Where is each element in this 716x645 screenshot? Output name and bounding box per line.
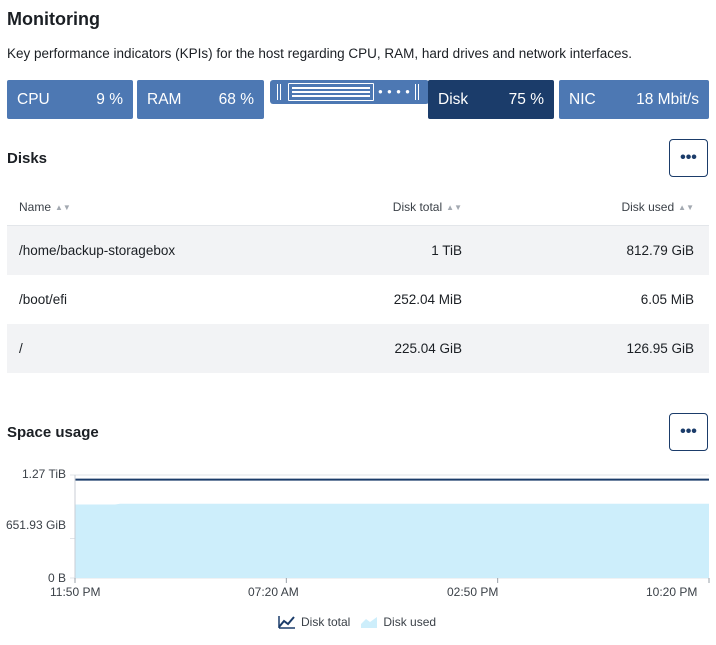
legend-label: Disk used [383,615,437,629]
kpi-disk[interactable]: Disk 75 % [428,80,554,119]
kpi-ram-label: RAM [147,90,182,108]
table-row[interactable]: /boot/efi 252.04 MiB 6.05 MiB [7,275,709,324]
cell-total: 252.04 MiB [393,292,462,307]
space-usage-more-button[interactable]: ••• [669,413,708,451]
kpi-cpu-value: 9 % [96,90,123,108]
kpi-disk-label: Disk [438,90,469,108]
page-title: Monitoring [7,9,100,29]
kpi-nic-value: 18 Mbit/s [636,90,699,108]
cell-used: 6.05 MiB [640,292,694,307]
cell-used: 126.95 GiB [626,341,694,356]
x-tick-label: 07:20 AM [248,585,299,599]
col-used-header[interactable]: Disk used ▲▼ [621,199,694,214]
kpi-disk-value: 75 % [508,90,544,108]
table-row[interactable]: /home/backup-storagebox 1 TiB 812.79 GiB [7,226,709,275]
col-total-header[interactable]: Disk total ▲▼ [392,199,462,214]
sort-icon: ▲▼ [678,202,694,212]
series-disk-used-area[interactable] [75,503,709,578]
table-row[interactable]: / 225.04 GiB 126.95 GiB [7,324,709,373]
cell-total: 225.04 GiB [394,341,462,356]
line-chart-icon [278,616,295,629]
cell-name: /boot/efi [19,292,68,307]
kpi-cpu-label: CPU [17,90,50,108]
cell-total: 1 TiB [431,243,462,258]
x-tick-label: 11:50 PM [50,585,101,599]
space-usage-chart [70,474,710,583]
cell-name: /home/backup-storagebox [19,243,176,258]
chart-legend: Disk total Disk used [278,615,436,629]
kpi-bar: CPU 9 % RAM 68 % ● ● ● ● Disk 75 % NIC 1… [7,80,709,119]
kpi-cpu[interactable]: CPU 9 % [7,80,133,119]
legend-label: Disk total [301,615,351,629]
y-tick-label: 651.93 GiB [5,518,66,532]
page-description: Key performance indicators (KPIs) for th… [7,46,633,61]
kpi-nic-label: NIC [569,90,596,108]
x-tick-label: 02:50 PM [447,585,499,599]
cell-name: / [19,341,23,356]
kpi-ram-value: 68 % [218,90,254,108]
space-usage-title: Space usage [7,424,99,441]
kpi-ram[interactable]: RAM 68 % [137,80,264,119]
disks-title: Disks [7,150,48,167]
server-rack-icon: ● ● ● ● [270,80,429,104]
area-chart-icon [361,617,378,628]
legend-disk-total[interactable]: Disk total [278,615,350,629]
legend-disk-used[interactable]: Disk used [360,615,436,629]
y-tick-label: 1.27 TiB [21,467,66,481]
sort-icon: ▲▼ [55,202,71,212]
disks-more-button[interactable]: ••• [669,139,708,177]
x-tick-label: 10:20 PM [646,585,698,599]
sort-icon: ▲▼ [446,202,462,212]
disks-table: Name ▲▼ Disk total ▲▼ Disk used ▲▼ /home/ba… [7,188,709,373]
y-tick-label: 0 B [47,571,66,585]
cell-used: 812.79 GiB [626,243,694,258]
table-header: Name ▲▼ Disk total ▲▼ Disk used ▲▼ [7,188,709,226]
kpi-nic[interactable]: NIC 18 Mbit/s [559,80,709,119]
col-name-header[interactable]: Name ▲▼ [19,199,71,214]
